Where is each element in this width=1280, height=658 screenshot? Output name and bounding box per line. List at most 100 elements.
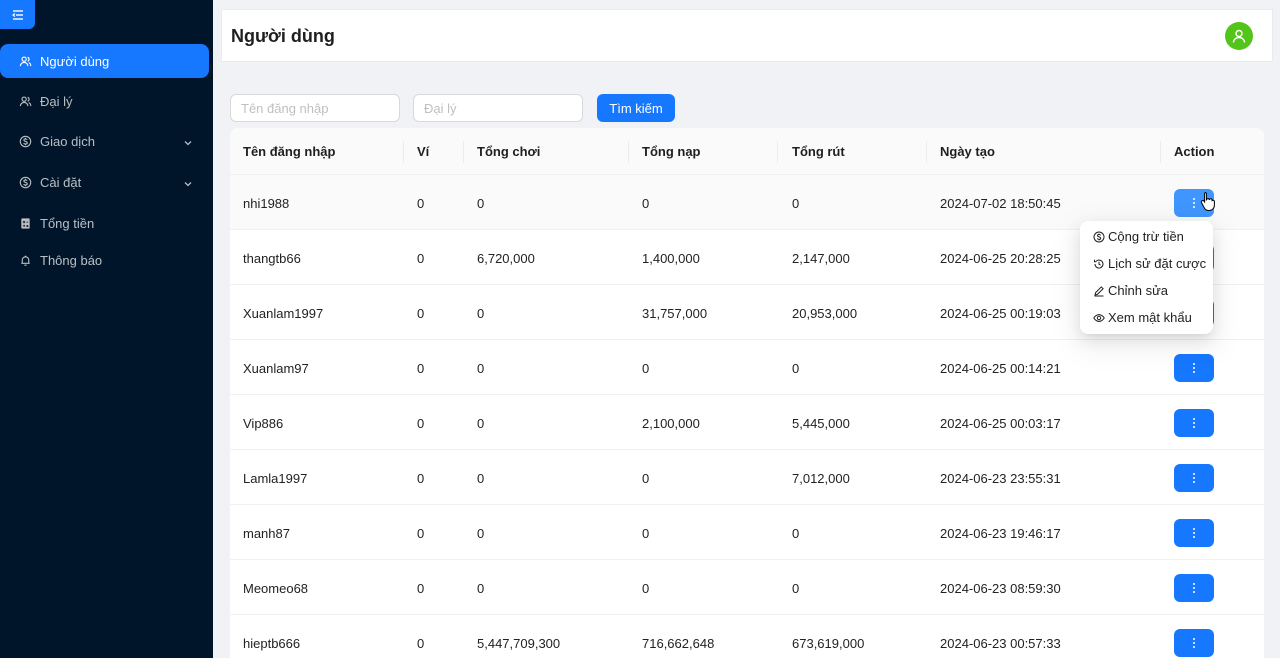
cell-total-withdraw: 0 xyxy=(792,526,800,541)
menu-toggle-button[interactable] xyxy=(0,0,35,29)
dollar-circle-icon xyxy=(1093,231,1105,243)
sidebar-item-users[interactable]: Người dùng xyxy=(0,44,209,78)
column-divider xyxy=(628,141,629,163)
sidebar-item-notifications[interactable]: Thông báo xyxy=(0,243,209,277)
table-row: Xuanlam97 0 0 0 0 2024-06-25 00:14:21 xyxy=(230,340,1264,395)
cell-username: hieptb666 xyxy=(243,636,301,651)
table-row: nhi1988 0 0 0 0 2024-07-02 18:50:45 xyxy=(230,175,1264,230)
row-action-button[interactable] xyxy=(1174,629,1214,657)
avatar[interactable] xyxy=(1225,22,1253,50)
column-header-total-withdraw[interactable]: Tổng rút xyxy=(792,144,845,159)
sidebar-item-label: Người dùng xyxy=(40,53,110,69)
cell-wallet: 0 xyxy=(417,526,425,541)
row-action-button[interactable] xyxy=(1174,464,1214,492)
column-header-action: Action xyxy=(1174,144,1215,159)
dollar-icon xyxy=(19,176,32,189)
sidebar-item-label: Cài đặt xyxy=(40,174,82,190)
hand-cursor-icon xyxy=(1200,192,1215,211)
cell-total-withdraw: 0 xyxy=(792,581,800,596)
dropdown-item-label: Lịch sử đặt cược xyxy=(1108,256,1207,271)
cell-total-play: 0 xyxy=(477,581,485,596)
cell-username: Vip886 xyxy=(243,416,284,431)
cell-total-deposit: 0 xyxy=(642,196,650,211)
table-row: manh87 0 0 0 0 2024-06-23 19:46:17 xyxy=(230,505,1264,560)
cell-total-play: 5,447,709,300 xyxy=(477,636,561,651)
cell-wallet: 0 xyxy=(417,251,425,266)
more-vertical-icon xyxy=(1193,473,1195,483)
cell-total-deposit: 31,757,000 xyxy=(642,306,708,321)
cell-username: nhi1988 xyxy=(243,196,290,211)
cell-created: 2024-06-23 08:59:30 xyxy=(940,581,1061,596)
agent-search-input[interactable] xyxy=(413,94,583,122)
cell-total-play: 0 xyxy=(477,416,485,431)
dropdown-item-edit[interactable]: Chỉnh sửa xyxy=(1093,283,1168,298)
cell-total-play: 6,720,000 xyxy=(477,251,535,266)
cell-total-withdraw: 0 xyxy=(792,361,800,376)
cell-wallet: 0 xyxy=(417,361,425,376)
cell-wallet: 0 xyxy=(417,196,425,211)
dollar-icon xyxy=(19,135,32,148)
cell-total-withdraw: 20,953,000 xyxy=(792,306,858,321)
table-row: Lamla1997 0 0 0 7,012,000 2024-06-23 23:… xyxy=(230,450,1264,505)
cell-username: thangtb66 xyxy=(243,251,301,266)
column-divider xyxy=(777,141,778,163)
sidebar-item-agents[interactable]: Đại lý xyxy=(0,84,209,118)
dropdown-item-label: Xem mật khẩu xyxy=(1108,310,1192,325)
cell-wallet: 0 xyxy=(417,471,425,486)
cell-total-withdraw: 2,147,000 xyxy=(792,251,850,266)
edit-icon xyxy=(1093,285,1105,297)
sidebar-item-label: Tổng tiền xyxy=(40,215,95,231)
cell-total-play: 0 xyxy=(477,526,485,541)
cell-wallet: 0 xyxy=(417,581,425,596)
more-vertical-icon xyxy=(1193,418,1195,428)
cell-username: manh87 xyxy=(243,526,290,541)
eye-icon xyxy=(1093,312,1105,324)
cell-created: 2024-06-25 20:28:25 xyxy=(940,251,1061,266)
dropdown-item-view-password[interactable]: Xem mật khẩu xyxy=(1093,310,1192,325)
sidebar-item-total-money[interactable]: Tổng tiền xyxy=(0,206,209,240)
cell-total-play: 0 xyxy=(477,306,485,321)
dropdown-item-adjust-balance[interactable]: Cộng trừ tiền xyxy=(1093,229,1184,244)
more-vertical-icon xyxy=(1193,528,1195,538)
page-title: Người dùng xyxy=(231,26,335,46)
cell-created: 2024-06-23 19:46:17 xyxy=(940,526,1061,541)
cell-created: 2024-07-02 18:50:45 xyxy=(940,196,1061,211)
row-action-button[interactable] xyxy=(1174,354,1214,382)
column-header-username[interactable]: Tên đăng nhập xyxy=(243,144,336,159)
search-button[interactable]: Tìm kiếm xyxy=(597,94,675,122)
sidebar-item-label: Thông báo xyxy=(40,252,103,268)
cell-total-deposit: 0 xyxy=(642,471,650,486)
more-vertical-icon xyxy=(1193,583,1195,593)
column-divider xyxy=(463,141,464,163)
row-action-button[interactable] xyxy=(1174,409,1214,437)
table-row: Vip886 0 0 2,100,000 5,445,000 2024-06-2… xyxy=(230,395,1264,450)
column-header-created[interactable]: Ngày tạo xyxy=(940,144,995,159)
dropdown-item-bet-history[interactable]: Lịch sử đặt cược xyxy=(1093,256,1206,271)
bell-icon xyxy=(19,254,32,267)
cell-total-withdraw: 5,445,000 xyxy=(792,416,850,431)
sidebar-item-label: Giao dịch xyxy=(40,133,95,149)
column-header-total-deposit[interactable]: Tổng nạp xyxy=(642,144,701,159)
cell-username: Xuanlam1997 xyxy=(243,306,324,321)
cell-total-play: 0 xyxy=(477,361,485,376)
row-action-button[interactable] xyxy=(1174,519,1214,547)
cell-total-play: 0 xyxy=(477,471,485,486)
cell-wallet: 0 xyxy=(417,306,425,321)
cell-created: 2024-06-23 00:57:33 xyxy=(940,636,1061,651)
sidebar-item-transactions[interactable]: Giao dịch xyxy=(0,124,209,158)
more-vertical-icon xyxy=(1193,363,1195,373)
more-vertical-icon xyxy=(1193,638,1195,648)
username-search-input[interactable] xyxy=(230,94,400,122)
cell-total-withdraw: 673,619,000 xyxy=(792,636,865,651)
row-action-dropdown: Cộng trừ tiền Lịch sử đặt cược Chỉnh sửa… xyxy=(1080,221,1213,334)
column-header-total-play[interactable]: Tổng chơi xyxy=(477,144,541,159)
users-table: Tên đăng nhập Ví Tổng chơi Tổng nạp Tổng… xyxy=(230,128,1264,658)
table-row: hieptb666 0 5,447,709,300 716,662,648 67… xyxy=(230,615,1264,658)
cell-total-deposit: 0 xyxy=(642,526,650,541)
row-action-button[interactable] xyxy=(1174,574,1214,602)
menu-fold-icon xyxy=(11,9,23,20)
column-header-wallet[interactable]: Ví xyxy=(417,144,430,159)
sidebar-item-settings[interactable]: Cài đặt xyxy=(0,165,209,199)
user-icon xyxy=(1232,29,1246,43)
cell-username: Xuanlam97 xyxy=(243,361,309,376)
